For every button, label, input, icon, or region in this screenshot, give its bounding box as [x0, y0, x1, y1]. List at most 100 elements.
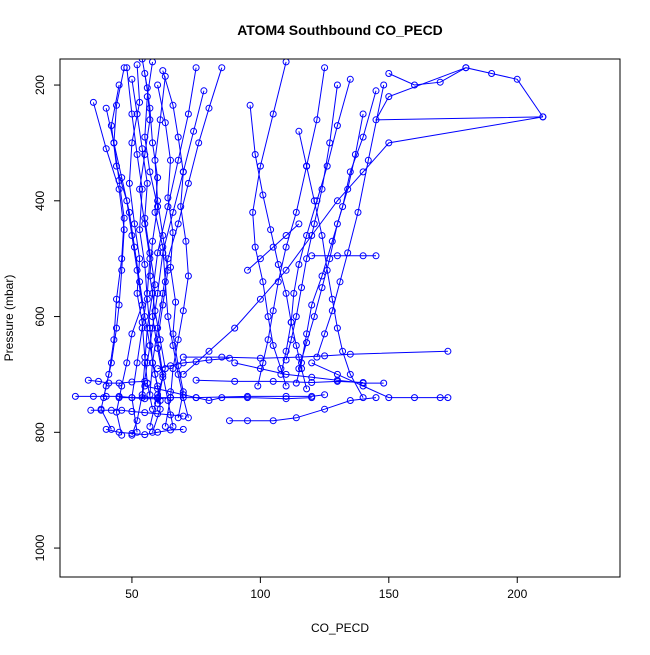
data-point	[102, 392, 110, 400]
data-point	[318, 232, 326, 239]
data-point	[192, 394, 200, 402]
series-3	[141, 70, 192, 422]
data-point	[303, 385, 311, 393]
data-point	[179, 412, 187, 420]
data-point	[167, 388, 174, 396]
data-point	[318, 185, 326, 193]
series-16	[128, 75, 167, 407]
series-40	[154, 354, 233, 373]
data-point	[161, 119, 169, 127]
data-point	[292, 379, 300, 387]
data-point	[292, 313, 300, 321]
data-point	[359, 133, 367, 141]
data-point	[462, 64, 470, 72]
data-point	[244, 394, 251, 402]
data-point	[174, 370, 182, 378]
data-point	[269, 243, 277, 251]
data-point	[184, 110, 192, 118]
data-point	[154, 81, 162, 89]
data-point	[192, 64, 200, 72]
series-11	[138, 87, 208, 402]
data-point	[282, 266, 290, 274]
data-point	[146, 249, 154, 257]
data-point	[295, 353, 303, 361]
data-point	[136, 98, 144, 106]
series-line	[285, 84, 338, 361]
data-point	[323, 162, 331, 170]
data-point	[128, 139, 136, 147]
series-line	[247, 223, 300, 271]
data-point	[159, 67, 167, 75]
data-point	[436, 78, 444, 86]
series-line	[182, 67, 543, 375]
data-point	[154, 344, 162, 352]
data-point	[169, 101, 177, 109]
data-point	[436, 394, 444, 402]
data-point	[359, 379, 367, 386]
data-point	[226, 354, 233, 362]
data-point	[133, 289, 141, 297]
data-point	[264, 313, 272, 321]
data-point	[167, 263, 174, 271]
data-point	[161, 72, 169, 80]
data-point	[179, 370, 187, 378]
data-point	[303, 162, 311, 170]
series-line	[298, 131, 364, 398]
data-point	[359, 394, 367, 402]
data-point	[174, 220, 182, 228]
data-point	[308, 301, 316, 309]
x-axis-label: CO_PECD	[311, 621, 369, 635]
data-point	[190, 127, 198, 135]
data-point	[385, 93, 393, 101]
series-22	[295, 127, 367, 402]
data-point	[539, 113, 547, 121]
data-point	[259, 191, 267, 199]
series-line	[88, 379, 145, 384]
data-point	[282, 392, 290, 400]
series-23	[282, 81, 341, 364]
data-point	[513, 75, 521, 83]
series-line	[298, 113, 364, 369]
chart-title: ATOM4 Southbound CO_PECD	[237, 22, 443, 38]
data-point	[346, 397, 354, 404]
data-point	[113, 101, 120, 109]
data-point	[136, 185, 144, 193]
data-point	[333, 324, 341, 332]
data-point	[113, 324, 120, 332]
data-point	[149, 139, 156, 147]
data-point	[372, 116, 380, 124]
data-point	[141, 409, 149, 417]
data-point	[246, 101, 254, 109]
data-point	[164, 194, 172, 202]
data-point	[89, 392, 97, 400]
data-point	[149, 59, 156, 66]
data-point	[318, 284, 326, 292]
data-point	[141, 261, 149, 268]
data-point	[269, 342, 277, 349]
data-point	[411, 81, 418, 89]
data-point	[107, 406, 115, 414]
series-line	[141, 90, 205, 398]
data-point	[264, 336, 272, 344]
data-point	[231, 359, 239, 367]
series-line	[388, 67, 544, 118]
data-point	[131, 243, 138, 251]
data-point	[333, 377, 341, 385]
data-point	[84, 376, 92, 384]
data-point	[310, 220, 318, 228]
data-point	[128, 110, 136, 118]
data-point	[488, 70, 496, 77]
series-line	[75, 395, 171, 400]
series-line	[229, 397, 377, 422]
data-point	[123, 197, 131, 205]
data-point	[292, 342, 300, 349]
data-point	[333, 220, 341, 228]
y-tick-label: 600	[33, 306, 47, 326]
data-point	[149, 237, 156, 245]
data-point	[118, 255, 126, 263]
data-point	[97, 406, 105, 414]
series-line	[106, 428, 184, 436]
data-point	[269, 110, 277, 118]
data-point	[143, 289, 151, 297]
data-point	[218, 64, 226, 72]
